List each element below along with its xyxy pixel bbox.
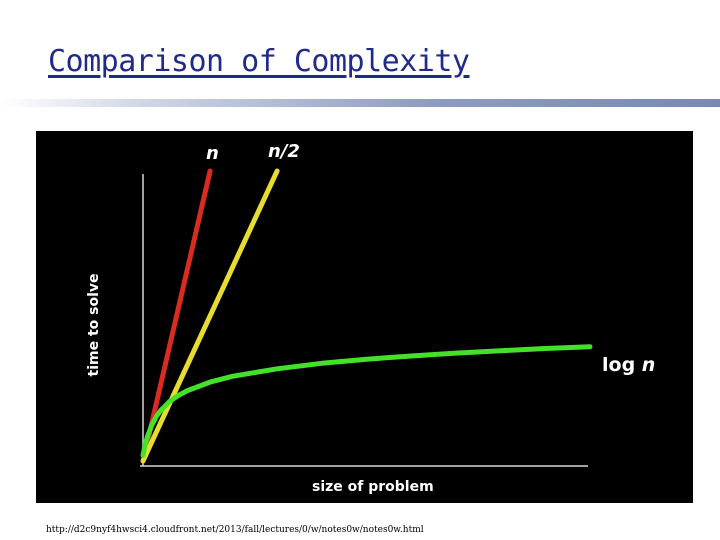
series-label-0: n bbox=[206, 143, 219, 164]
x-axis-label: size of problem bbox=[312, 479, 434, 495]
y-axis-label: time to solve bbox=[86, 273, 102, 376]
slide-title: Comparison of Complexity bbox=[48, 44, 470, 79]
series-label-1: n/2 bbox=[268, 141, 300, 162]
series-label-part: n bbox=[206, 143, 219, 164]
series-line-0 bbox=[140, 168, 213, 464]
title-divider bbox=[0, 99, 720, 107]
series-layer: n n/2 log n bbox=[140, 141, 655, 464]
series-label-part: n/2 bbox=[268, 141, 300, 162]
chart-panel: n n/2 log n size of problem time to solve bbox=[36, 131, 693, 503]
series-line-1 bbox=[140, 168, 280, 464]
series-label-part: log bbox=[602, 354, 642, 376]
series-label-2: log n bbox=[602, 354, 655, 376]
complexity-chart: n n/2 log n size of problem time to solve bbox=[86, 141, 655, 495]
series-label-part: n bbox=[642, 354, 656, 376]
source-url: http://d2c9nyf4hwsci4.cloudfront.net/201… bbox=[46, 525, 424, 535]
series-line-2 bbox=[140, 344, 593, 458]
